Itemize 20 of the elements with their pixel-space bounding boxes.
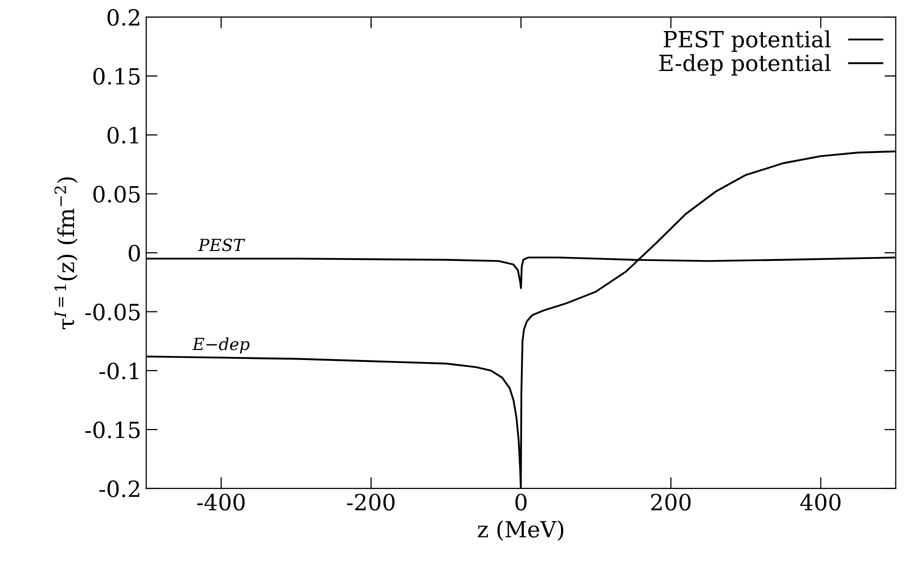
y-tick-label: 0 (128, 244, 140, 262)
y-tick-label: 0.1 (108, 126, 138, 144)
y-tick-label: -0.2 (100, 480, 140, 498)
annotation: E−dep (192, 337, 250, 354)
legend-label: E-dep potential (659, 54, 831, 76)
x-axis-title: z (MeV) (478, 520, 564, 541)
y-tick-label: -0.05 (85, 304, 140, 320)
legend-label: PEST potential (664, 30, 831, 52)
y-tick-label: -0.1 (100, 362, 138, 380)
y-tick-label: -0.15 (85, 422, 140, 438)
y-tick-label: 0.2 (108, 8, 140, 26)
x-tick-label: -200 (347, 494, 395, 511)
x-tick-label: 200 (651, 494, 691, 511)
x-tick-label: 0 (515, 494, 527, 511)
y-axis-title: τ$^{I=1}$(z) (fm$^{−2}$) (54, 177, 78, 330)
y-tick-label: 0.05 (93, 186, 140, 203)
y-tick-label: 0.15 (93, 68, 140, 85)
annotation: PEST (198, 238, 246, 252)
x-tick-label: 400 (800, 494, 841, 511)
x-tick-label: -400 (197, 494, 245, 511)
